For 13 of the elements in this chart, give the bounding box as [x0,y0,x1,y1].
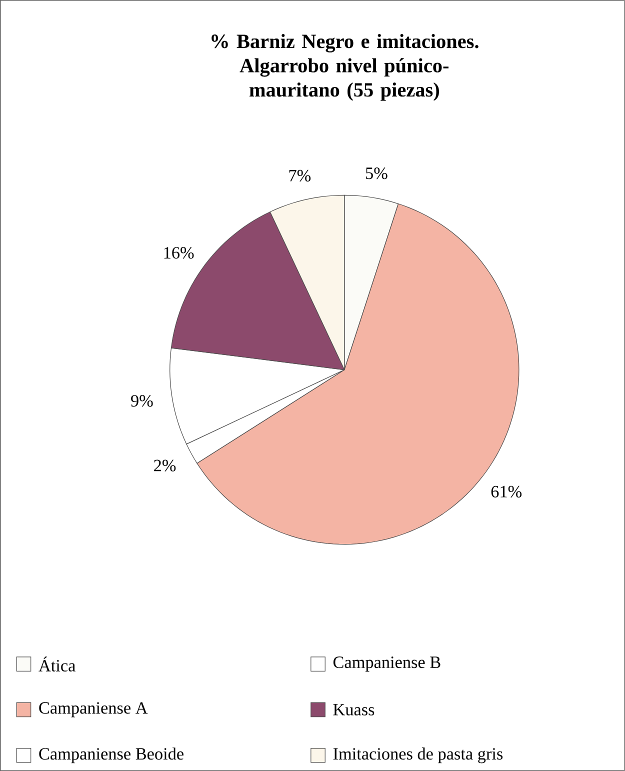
legend-label: Imitaciones de pasta gris [333,748,503,764]
legend-label: Kuass [333,704,374,716]
data-label: 61% [491,486,522,498]
legend-label: Campaniense B [334,656,440,672]
legend-label: Ática [38,656,76,672]
legend-label: Campaniense Beoide [39,748,184,764]
data-label: 7% [289,170,311,182]
data-label: 16% [164,247,194,259]
legend-label: Campaniense A [39,702,148,718]
data-label: 2% [154,460,176,472]
data-label: 9% [131,395,153,407]
data-label: 5% [366,167,388,180]
chart-title: % Barniz Negro e imitaciones. Algarrobo nivel púnico-mauritano (55 piezas) [212,34,478,101]
